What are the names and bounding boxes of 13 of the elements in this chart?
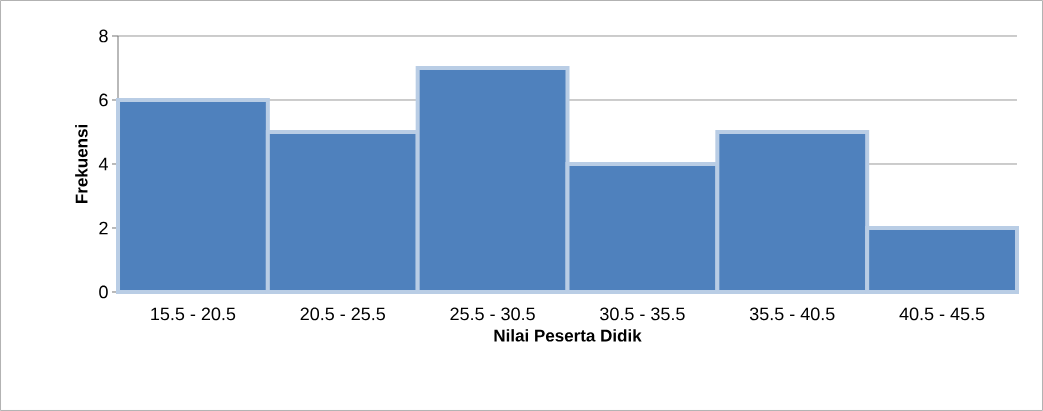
x-tick-label: 40.5 - 45.5 [899,307,985,321]
y-tick-label: 2 [99,221,108,235]
x-axis-title: Nilai Peserta Didik [494,329,642,342]
x-tick-label: 20.5 - 25.5 [300,307,386,321]
x-tick-label: 15.5 - 20.5 [151,307,236,321]
x-tick-label: 25.5 - 30.5 [450,307,535,321]
y-axis-title: Frekuensi [75,125,88,203]
y-tick-label: 8 [99,29,108,43]
x-tick-label: 30.5 - 35.5 [600,307,685,321]
x-tick-label: 35.5 - 40.5 [749,307,835,321]
y-tick-label: 0 [99,285,108,299]
y-tick-label: 4 [98,157,108,171]
y-tick-label: 6 [99,93,108,107]
